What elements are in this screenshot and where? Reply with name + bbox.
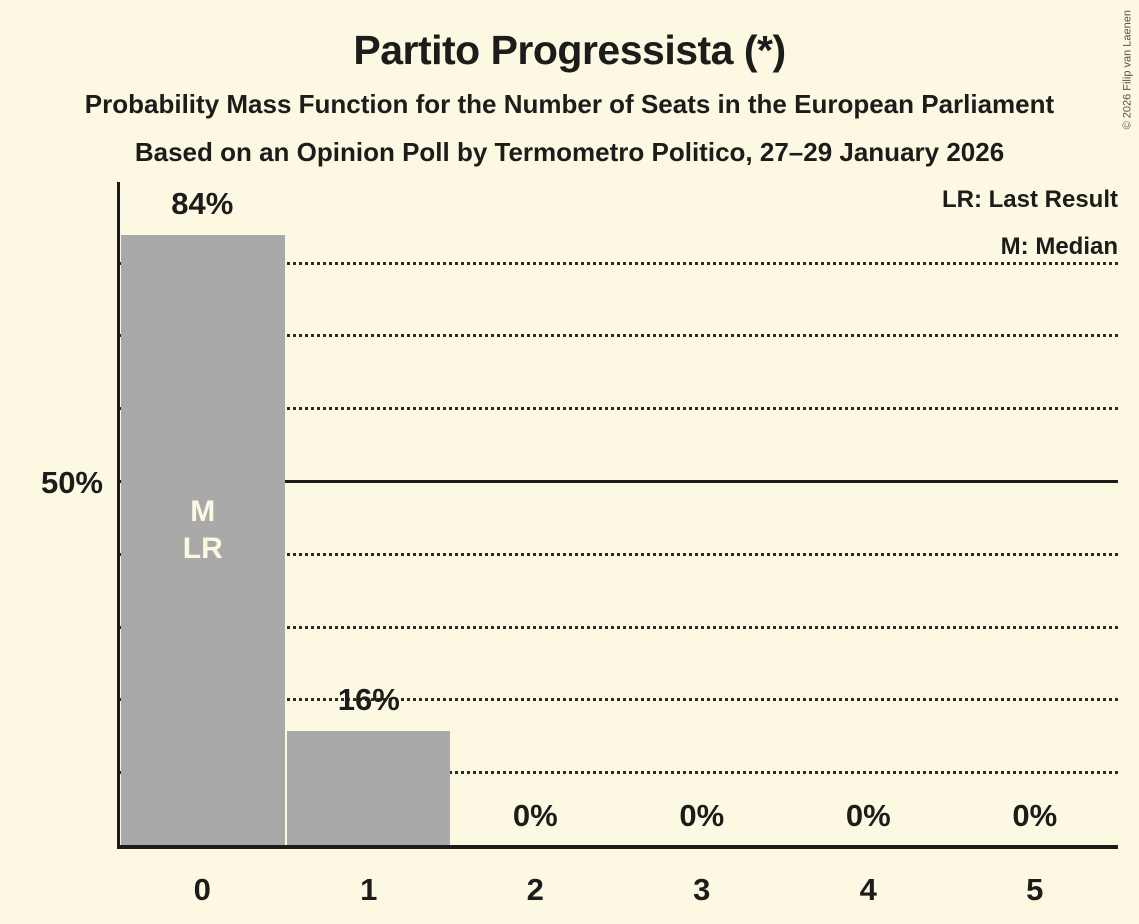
x-axis-line bbox=[117, 845, 1118, 849]
gridline-30pct bbox=[120, 625, 1118, 629]
subtitle-pmf: Probability Mass Function for the Number… bbox=[84, 89, 1055, 119]
x-axis-tick-label: 1 bbox=[360, 872, 378, 907]
bar-annotation-line: M bbox=[190, 495, 216, 529]
bar-value-label: 0% bbox=[679, 798, 725, 833]
bar-value-label: 0% bbox=[845, 798, 891, 833]
bar-value-label: 16% bbox=[337, 681, 400, 717]
bar-annotation: M LR bbox=[121, 493, 285, 567]
gridline-80pct bbox=[120, 261, 1118, 265]
y-axis-tick-label: 50% bbox=[40, 465, 103, 500]
subtitle-poll: Based on an Opinion Poll by Termometro P… bbox=[134, 137, 1005, 167]
x-axis-tick-label: 4 bbox=[859, 872, 877, 907]
bar-value-label: 84% bbox=[171, 186, 234, 222]
plot-area: M LR 84% 16% 0% 0% 0% 0% LR: Last Result M: Med… bbox=[117, 182, 1118, 849]
gridline-10pct bbox=[120, 771, 1118, 775]
gridline-20pct bbox=[120, 698, 1118, 702]
y-axis-line bbox=[117, 182, 120, 849]
gridline-40pct bbox=[120, 552, 1118, 556]
gridline-50pct-major bbox=[120, 480, 1118, 483]
bar-value-label: 0% bbox=[512, 798, 558, 833]
gridline-60pct bbox=[120, 407, 1118, 411]
bar-seats-0: M LR bbox=[121, 235, 285, 847]
x-axis-tick-label: 3 bbox=[693, 872, 711, 907]
x-axis-tick-label: 0 bbox=[193, 872, 211, 907]
gridline-70pct bbox=[120, 334, 1118, 338]
page-title: Partito Progressista (*) bbox=[353, 27, 786, 73]
copyright-notice: © 2026 Filip van Laenen bbox=[1121, 10, 1133, 130]
bar-annotation-line: LR bbox=[182, 532, 223, 566]
legend-last-result: LR: Last Result bbox=[941, 186, 1118, 213]
x-axis-tick-label: 5 bbox=[1026, 872, 1044, 907]
x-axis-tick-label: 2 bbox=[526, 872, 544, 907]
bar-seats-1 bbox=[286, 730, 450, 847]
bar-value-label: 0% bbox=[1012, 798, 1058, 833]
legend-median: M: Median bbox=[1000, 233, 1118, 260]
